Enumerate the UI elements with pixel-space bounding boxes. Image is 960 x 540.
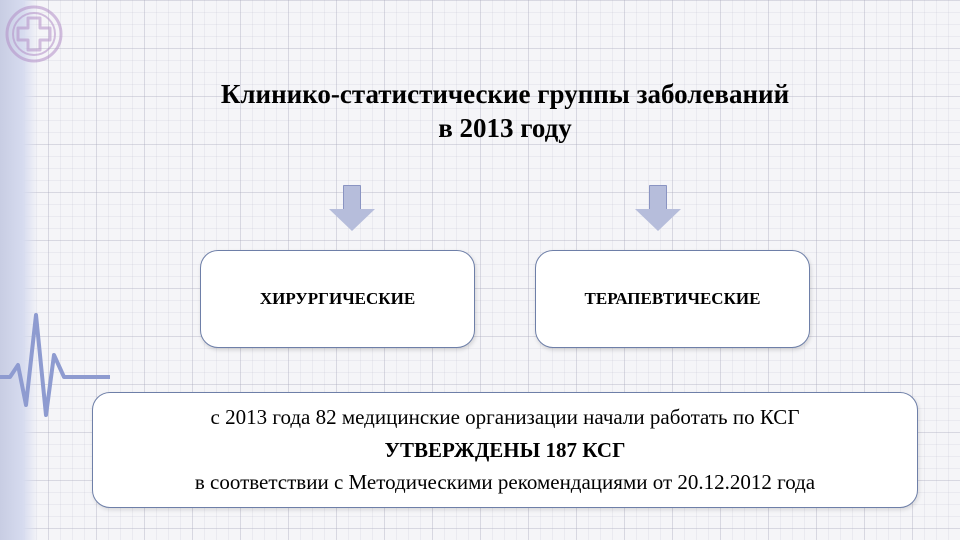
title-line2: в 2013 году xyxy=(438,113,572,143)
arrow-down-right-icon xyxy=(635,185,681,233)
info-line-1: с 2013 года 82 медицинские организации н… xyxy=(211,401,800,434)
category-box-therapeutic: ТЕРАПЕВТИЧЕСКИЕ xyxy=(535,250,810,348)
left-decorative-stripe xyxy=(0,0,38,540)
slide-title: Клинико-статистические группы заболевани… xyxy=(70,0,940,146)
slide-content: Клинико-статистические группы заболевани… xyxy=(70,0,940,540)
arrow-down-left-icon xyxy=(329,185,375,233)
info-line-3: в соответствии с Методическими рекоменда… xyxy=(195,466,815,499)
category-label-therapeutic: ТЕРАПЕВТИЧЕСКИЕ xyxy=(585,289,761,309)
medical-cross-logo-icon xyxy=(4,4,64,64)
category-box-surgical: ХИРУРГИЧЕСКИЕ xyxy=(200,250,475,348)
category-boxes-row: ХИРУРГИЧЕСКИЕ ТЕРАПЕВТИЧЕСКИЕ xyxy=(70,250,940,348)
arrows-row xyxy=(70,185,940,233)
info-line-2: УТВЕРЖДЕНЫ 187 КСГ xyxy=(385,434,626,467)
info-box: с 2013 года 82 медицинские организации н… xyxy=(92,392,918,508)
category-label-surgical: ХИРУРГИЧЕСКИЕ xyxy=(260,289,415,309)
title-line1: Клинико-статистические группы заболевани… xyxy=(221,79,789,109)
